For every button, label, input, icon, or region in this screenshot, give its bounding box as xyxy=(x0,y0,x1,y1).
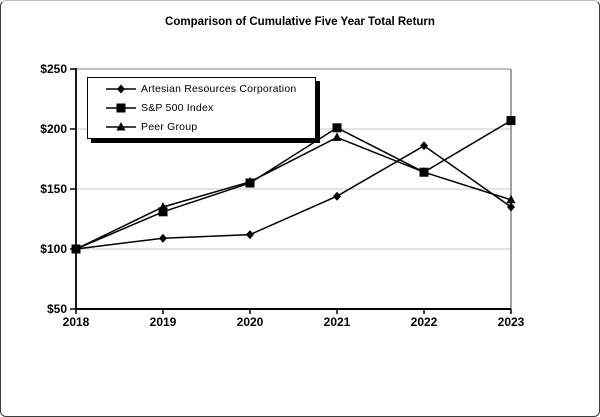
svg-text:2019: 2019 xyxy=(150,315,177,329)
svg-text:$100: $100 xyxy=(40,242,67,256)
legend-item-artesian: Artesian Resources Corporation xyxy=(106,80,311,99)
legend: Artesian Resources Corporation S&P 500 I… xyxy=(87,77,316,139)
square-line-icon xyxy=(106,103,136,113)
legend-label: S&P 500 Index xyxy=(141,102,214,114)
triangle-line-icon xyxy=(106,121,136,131)
svg-text:$50: $50 xyxy=(47,302,67,316)
legend-item-sp500: S&P 500 Index xyxy=(106,99,311,118)
diamond-line-icon xyxy=(106,84,136,94)
chart-title: Comparison of Cumulative Five Year Total… xyxy=(165,16,435,28)
svg-text:2022: 2022 xyxy=(411,315,438,329)
legend-label: Artesian Resources Corporation xyxy=(141,83,297,96)
legend-label: Peer Group xyxy=(141,120,198,133)
legend-item-peer-group: Peer Group xyxy=(106,117,311,136)
svg-text:$150: $150 xyxy=(40,182,67,196)
svg-text:2018: 2018 xyxy=(63,315,90,329)
svg-text:$250: $250 xyxy=(40,62,67,76)
svg-text:2020: 2020 xyxy=(237,315,264,329)
svg-text:2023: 2023 xyxy=(498,315,525,329)
svg-text:$200: $200 xyxy=(40,122,67,136)
svg-text:2021: 2021 xyxy=(324,315,351,329)
